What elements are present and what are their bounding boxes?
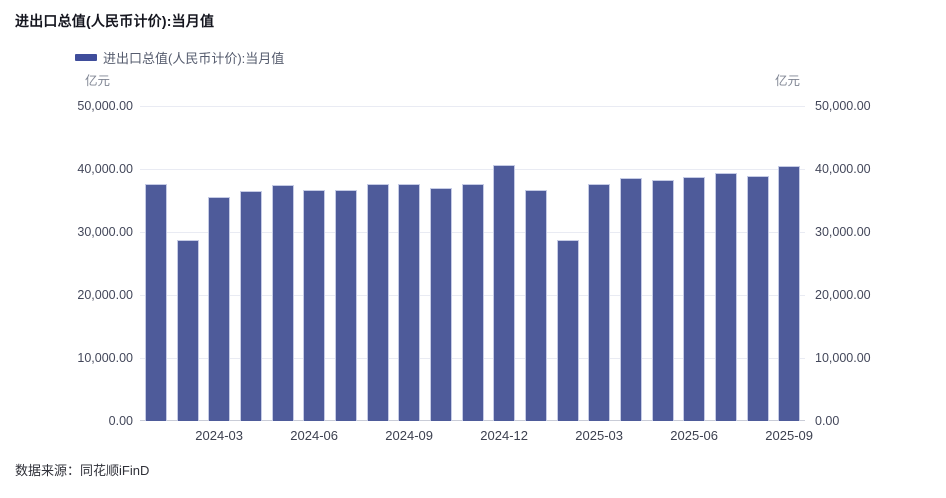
plot-area [140,106,805,421]
y-tick-label-right-10000: 10,000.00 [815,351,871,365]
x-tick-label-2025-09: 2025-09 [765,428,814,443]
x-tick-label-2024-09: 2024-09 [385,428,434,443]
y-tick-label-right-0: 0.00 [815,414,840,428]
bar-2025-01[interactable] [524,189,547,421]
x-tick-label-2024-06: 2024-06 [290,428,339,443]
y-tick-label-right-50000: 50,000.00 [815,99,871,113]
bar-2024-11[interactable] [461,183,484,421]
x-tick-label-2025-06: 2025-06 [670,428,719,443]
x-tick-label-2024-12: 2024-12 [480,428,529,443]
legend-swatch-icon [75,54,97,61]
x-tick-label-2024-03: 2024-03 [195,428,244,443]
y-tick-label-left-0: 0.00 [108,414,133,428]
gridline-50000 [140,106,805,107]
bar-2025-06[interactable] [683,177,706,421]
y-tick-label-right-40000: 40,000.00 [815,162,871,176]
bar-2024-10[interactable] [429,187,452,421]
bar-2024-09[interactable] [398,184,421,421]
y-tick-label-left-50000: 50,000.00 [77,99,133,113]
bar-2025-08[interactable] [746,175,769,421]
legend-item[interactable]: 进出口总值(人民币计价):当月值 [75,48,284,67]
y-tick-label-left-10000: 10,000.00 [77,351,133,365]
bar-2024-12[interactable] [493,164,516,421]
data-source-note: 数据来源：同花顺iFinD [15,463,150,478]
y-tick-label-left-40000: 40,000.00 [77,162,133,176]
bar-2025-04[interactable] [619,177,642,421]
bar-2025-05[interactable] [651,179,674,421]
bar-2024-06[interactable] [303,189,326,421]
gridline-40000 [140,169,805,170]
y-axis-unit-left: 亿元 [85,74,111,88]
chart-title: 进出口总值(人民币计价):当月值 [15,13,215,29]
bar-2024-08[interactable] [366,184,389,421]
bar-2025-02[interactable] [556,239,579,421]
bar-2024-02[interactable] [176,240,199,421]
y-tick-label-left-20000: 20,000.00 [77,288,133,302]
y-tick-label-right-20000: 20,000.00 [815,288,871,302]
bar-2024-04[interactable] [239,191,262,421]
y-tick-label-left-30000: 30,000.00 [77,225,133,239]
bar-2025-09[interactable] [778,165,801,421]
x-tick-label-2025-03: 2025-03 [575,428,624,443]
bar-2025-07[interactable] [714,173,737,421]
bar-2024-05[interactable] [271,185,294,421]
bar-2024-07[interactable] [334,189,357,421]
bar-2024-03[interactable] [208,196,231,421]
legend-label: 进出口总值(人民币计价):当月值 [103,51,285,66]
y-tick-label-right-30000: 30,000.00 [815,225,871,239]
bar-2024-01[interactable] [144,183,167,421]
y-axis-unit-right: 亿元 [775,74,801,88]
bar-2025-03[interactable] [588,183,611,421]
